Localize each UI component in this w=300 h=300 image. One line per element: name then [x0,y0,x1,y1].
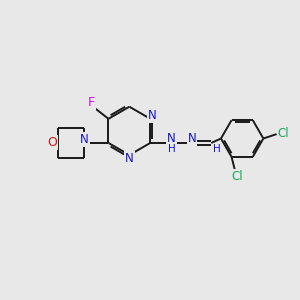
Text: H: H [213,144,220,154]
Text: Cl: Cl [231,170,243,183]
Text: N: N [188,132,197,145]
Text: O: O [48,136,58,149]
Text: N: N [148,109,157,122]
Text: N: N [167,132,176,145]
Text: N: N [80,133,89,146]
Text: H: H [168,144,176,154]
Text: N: N [125,152,134,165]
Text: F: F [88,95,95,109]
Text: Cl: Cl [278,127,289,140]
